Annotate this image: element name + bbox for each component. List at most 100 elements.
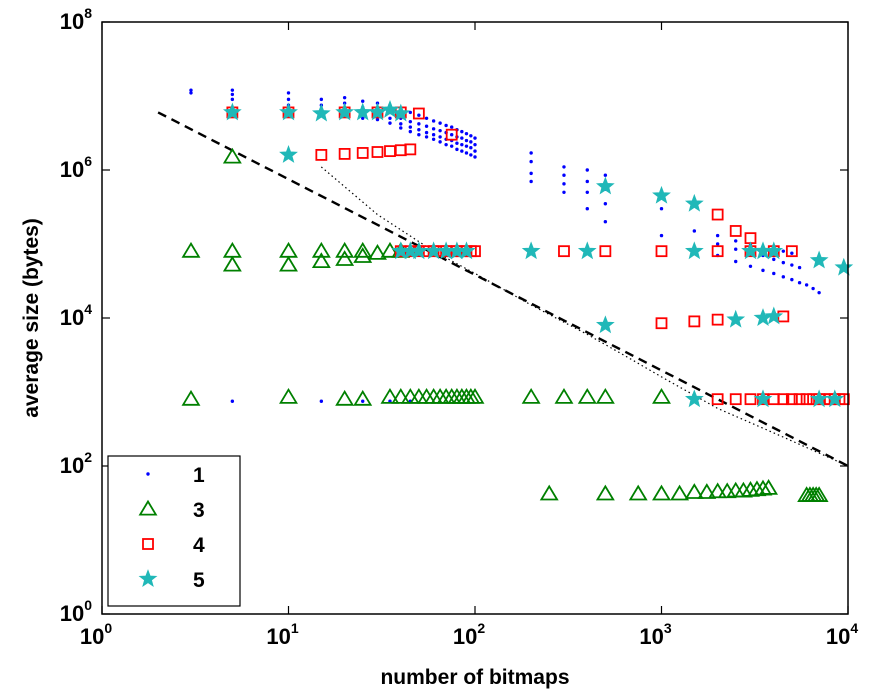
y-tick-label: 102 — [60, 449, 92, 478]
series-markers — [181, 88, 854, 502]
legend-marker-4 — [142, 538, 154, 550]
series-3-point — [539, 484, 559, 501]
series-1-point — [417, 113, 421, 117]
series-1-point — [438, 121, 442, 125]
x-tick-label: 104 — [826, 620, 858, 649]
series-5-point — [809, 250, 829, 269]
x-axis-label: number of bitmaps — [380, 666, 569, 689]
series-1-point — [797, 265, 802, 270]
series-1-point — [424, 116, 429, 120]
series-5 — [223, 99, 854, 408]
series-5-point — [279, 145, 298, 163]
series-3-point — [652, 387, 671, 404]
series-1-point — [562, 173, 566, 177]
series-1-point — [431, 137, 436, 141]
series-1-point — [473, 142, 477, 147]
series-1-point — [772, 271, 776, 276]
series-5-point — [577, 241, 597, 260]
series-5-point — [596, 176, 615, 195]
series-1-point — [319, 97, 324, 102]
series-1-point — [603, 220, 608, 224]
series-1-point — [529, 171, 533, 176]
series-1-point — [469, 134, 473, 138]
legend-box — [107, 455, 241, 607]
series-3-point — [809, 486, 829, 502]
axis-ticks: 100 101 102 103 104 100 102 104 106 108 — [60, 5, 859, 649]
series-1-point — [473, 136, 477, 140]
series-1-point — [529, 179, 533, 184]
series-5-point — [391, 103, 411, 122]
series-1-point — [361, 116, 365, 120]
series-3-point — [670, 484, 690, 501]
series-3-point — [353, 241, 373, 258]
series-1-point — [361, 399, 365, 403]
series-3-point — [465, 387, 485, 404]
series-3-point — [595, 484, 615, 501]
series-1-point — [804, 283, 809, 287]
series-1-point — [529, 151, 533, 155]
series-4-point — [711, 393, 724, 406]
series-5-point — [335, 102, 354, 121]
series-5-point — [726, 309, 746, 328]
series-1-point — [438, 128, 442, 133]
legend-entry-3: 3 — [138, 499, 205, 522]
series-4-point — [445, 128, 458, 141]
series-1-point — [189, 88, 193, 92]
series-1-point — [399, 122, 403, 126]
series-4-point — [338, 148, 351, 160]
series-3-point — [391, 387, 411, 404]
series-3-point — [759, 479, 779, 495]
series-1-point — [781, 260, 786, 265]
series-4-point — [793, 393, 806, 406]
series-1-point — [431, 119, 436, 123]
legend-entry-5: 5 — [138, 569, 205, 592]
series-1-point — [375, 117, 380, 122]
series-3-point — [311, 241, 331, 258]
series-5-point — [764, 306, 784, 325]
series-1-point — [562, 182, 566, 186]
series-5-point — [595, 315, 615, 334]
series-4-point — [711, 313, 724, 326]
x-tick-label: 100 — [80, 620, 112, 649]
series-5-point — [368, 102, 387, 121]
legend-label-3: 3 — [193, 499, 205, 522]
series-1-point — [464, 138, 469, 143]
series-1-point — [734, 247, 738, 251]
series-3-point — [335, 241, 355, 258]
y-tick-label: 104 — [60, 301, 92, 330]
series-1-point — [417, 122, 421, 126]
series-3-point — [368, 243, 387, 260]
series-3-point — [577, 387, 597, 404]
legend-entry-4: 4 — [142, 534, 205, 557]
series-1-point — [790, 251, 794, 255]
series-1-point — [781, 249, 786, 253]
series-1-point — [408, 129, 413, 134]
series-3-point — [353, 247, 373, 263]
series-1-point — [585, 190, 589, 194]
series-1-point — [342, 95, 347, 100]
series-1-point — [529, 159, 533, 164]
series-1-point — [790, 263, 794, 267]
series-1-point — [408, 125, 413, 129]
series-1-point — [460, 142, 464, 147]
series-5-point — [380, 99, 400, 118]
series-3-point — [222, 147, 242, 164]
series-1-point — [424, 135, 429, 139]
series-1-point — [388, 121, 392, 125]
series-1-point — [460, 136, 464, 140]
legend-label-5: 5 — [193, 569, 205, 592]
series-3-point — [353, 389, 373, 406]
series-4-point — [711, 245, 724, 258]
series-4-point — [371, 146, 384, 158]
series-1-point — [408, 119, 413, 124]
series-1-point — [455, 147, 459, 152]
series-4-point — [315, 148, 328, 161]
series-3-point — [181, 389, 201, 406]
series-1-point — [469, 153, 473, 157]
series-5-point — [834, 257, 854, 276]
series-3-point — [628, 484, 648, 501]
series-4-point — [404, 143, 417, 156]
series-3-point — [380, 241, 400, 258]
series-1-point — [715, 233, 720, 238]
